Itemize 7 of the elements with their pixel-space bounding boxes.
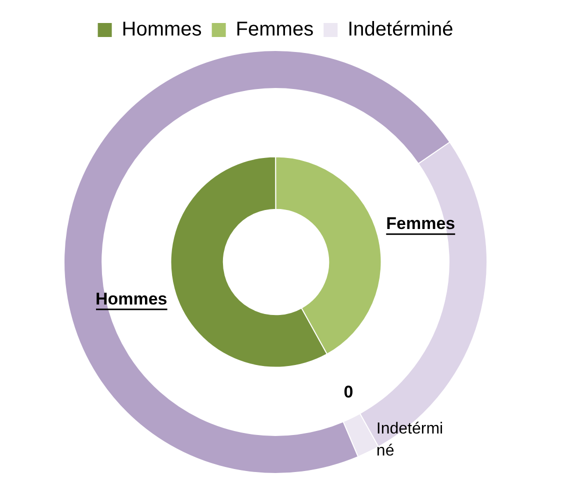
legend-label: Hommes <box>122 18 202 41</box>
data-label: Indetérminé <box>376 420 444 460</box>
data-label: Femmes <box>386 214 455 234</box>
legend-label: Femmes <box>236 18 314 41</box>
legend-label: Indetérminé <box>348 18 454 41</box>
data-label: Hommes <box>94 289 167 308</box>
text: 0 <box>343 382 353 402</box>
